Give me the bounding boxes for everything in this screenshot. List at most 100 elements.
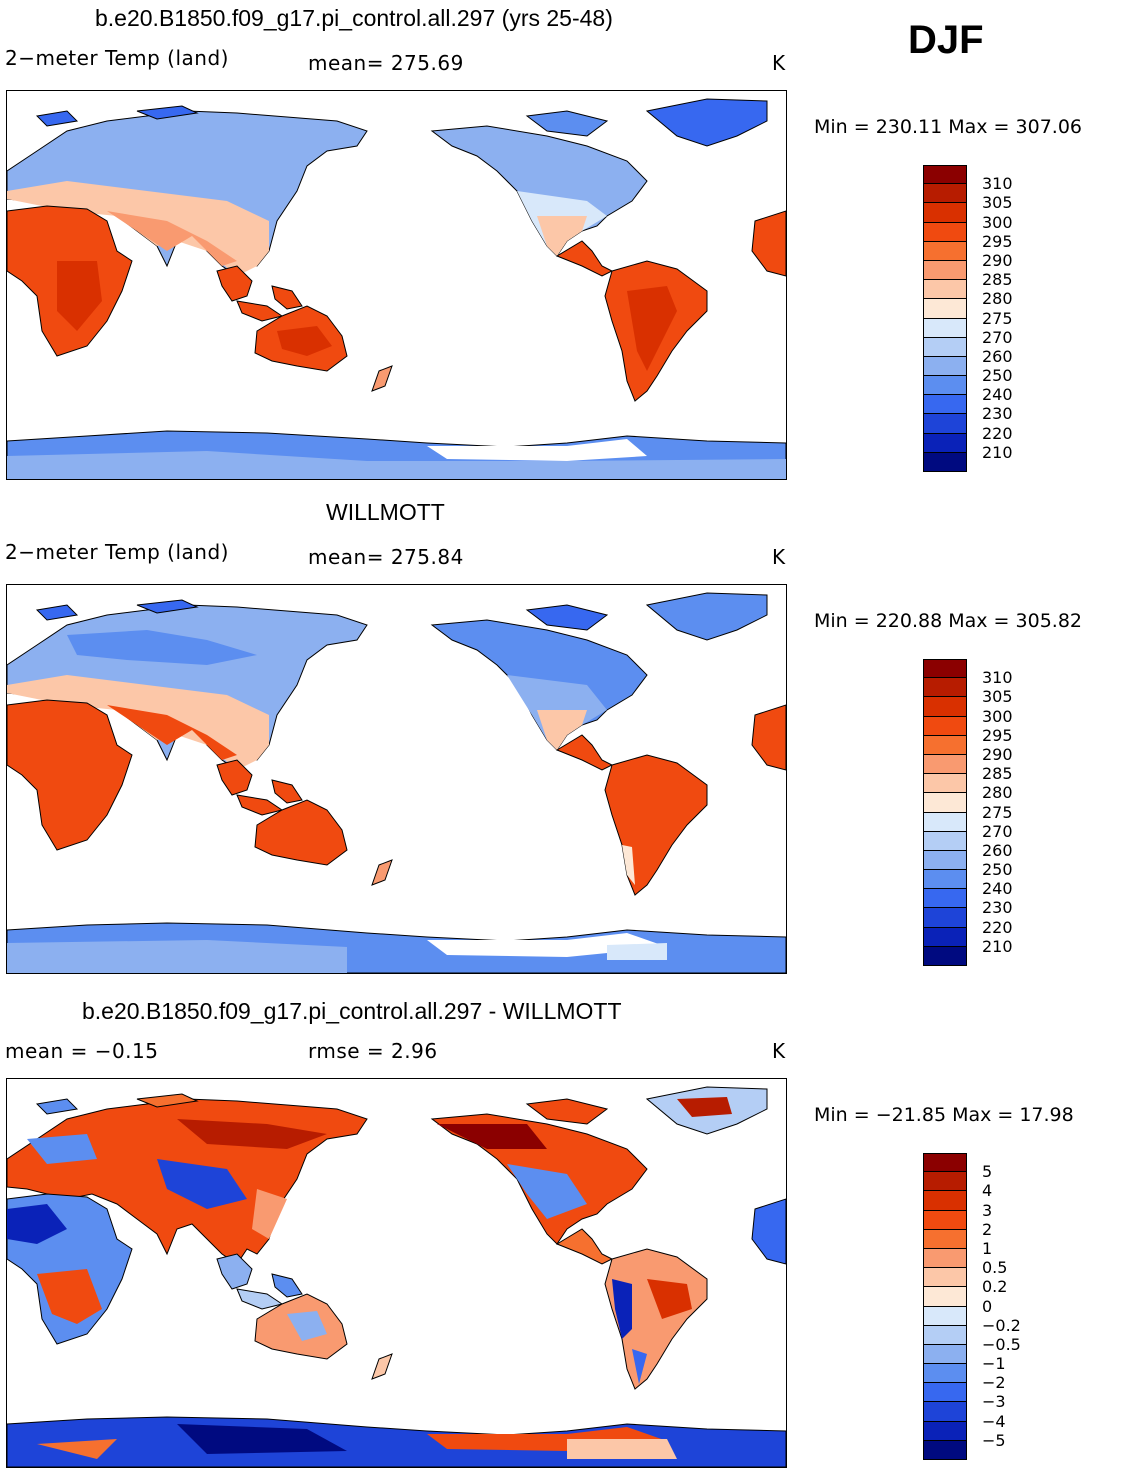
- colorbar-swatch: [923, 1287, 967, 1307]
- panel-1-title: b.e20.B1850.f09_g17.pi_control.all.297 (…: [95, 5, 613, 31]
- colorbar-swatch: [923, 1364, 967, 1384]
- south-america-land: [604, 754, 708, 896]
- colorbar-tick-label: 295: [982, 231, 1013, 251]
- panel-3-title: b.e20.B1850.f09_g17.pi_control.all.297 -…: [82, 998, 622, 1024]
- colorbar-swatch: [923, 850, 967, 871]
- colorbar-tick-label: 275: [982, 802, 1013, 822]
- colorbar-tick-label: 0.2: [982, 1277, 1008, 1297]
- greenland-land: [645, 592, 768, 641]
- antarctica-land: [7, 1416, 786, 1467]
- colorbar-tick-label: 300: [982, 212, 1013, 232]
- colorbar-swatch: [923, 1325, 967, 1345]
- colorbar-tick-label: 210: [982, 442, 1013, 462]
- colorbar-swatch: [923, 1306, 967, 1326]
- colorbar-tick-label: 230: [982, 404, 1013, 424]
- africa-land: [7, 699, 133, 851]
- colorbar-swatch: [923, 1421, 967, 1441]
- colorbar-swatch: [923, 184, 967, 204]
- colorbar-swatch: [923, 1153, 967, 1173]
- colorbar-tick-label: 280: [982, 783, 1013, 803]
- panel-1-unit-label: K: [772, 51, 786, 75]
- colorbar-swatch: [923, 337, 967, 357]
- colorbar-swatch: [923, 754, 967, 775]
- colorbar-tick-label: 290: [982, 250, 1013, 270]
- colorbar-tick-label: 310: [982, 668, 1013, 688]
- panel-3-unit-label: K: [772, 1039, 786, 1063]
- colorbar-tick-label: −4: [982, 1411, 1006, 1431]
- colorbar-swatch: [923, 376, 967, 396]
- panel-3-minmax: Min = −21.85 Max = 17.98: [814, 1104, 1074, 1126]
- colorbar-tick-label: 240: [982, 879, 1013, 899]
- panel-2-title: WILLMOTT: [326, 499, 445, 525]
- panel-3-rmse-label: rmse = 2.96: [308, 1039, 438, 1063]
- colorbar-tick-label: −5: [982, 1430, 1006, 1450]
- colorbar-tick-label: 310: [982, 174, 1013, 194]
- panel-2-mean-label: mean= 275.84: [308, 545, 464, 569]
- north-america-land: [430, 125, 648, 257]
- colorbar-swatch: [923, 356, 967, 377]
- colorbar-frame: [923, 659, 967, 966]
- colorbar-tick-label: 220: [982, 917, 1013, 937]
- colorbar-swatch: [923, 831, 967, 851]
- panel-3-mean-label: mean = −0.15: [5, 1039, 159, 1063]
- colorbar-swatch: [923, 1229, 967, 1249]
- colorbar-tick-label: 300: [982, 706, 1013, 726]
- colorbar-swatch: [923, 793, 967, 813]
- colorbar-swatch: [923, 678, 967, 698]
- colorbar-tick-label: −3: [982, 1392, 1006, 1412]
- colorbar-tick-label: −0.2: [982, 1315, 1021, 1335]
- colorbar-swatch: [923, 735, 967, 755]
- colorbar-tick-label: 285: [982, 270, 1013, 290]
- colorbar-swatch: [923, 908, 967, 928]
- colorbar-swatch: [923, 870, 967, 890]
- colorbar-swatch: [923, 395, 967, 415]
- colorbar-tick-label: 210: [982, 936, 1013, 956]
- colorbar-swatch: [923, 1268, 967, 1288]
- colorbar-frame: [923, 165, 967, 472]
- colorbar-swatch: [923, 1191, 967, 1211]
- colorbar-tick-label: 1: [982, 1238, 993, 1258]
- panel-3-colorbar: [923, 1153, 967, 1460]
- colorbar-tick-label: 295: [982, 725, 1013, 745]
- colorbar-swatch: [923, 203, 967, 223]
- colorbar-swatch: [923, 165, 967, 185]
- colorbar-tick-label: 270: [982, 327, 1013, 347]
- colorbar-swatch: [923, 1172, 967, 1192]
- colorbar-swatch: [923, 299, 967, 319]
- colorbar-swatch: [923, 812, 967, 832]
- colorbar-tick-label: 260: [982, 346, 1013, 366]
- colorbar-swatch: [923, 1344, 967, 1365]
- panel-1-map: [6, 90, 787, 480]
- colorbar-swatch: [923, 774, 967, 794]
- panel-2-colorbar: [923, 659, 967, 966]
- panel-2-unit-label: K: [772, 545, 786, 569]
- panel-2-minmax: Min = 220.88 Max = 305.82: [814, 610, 1082, 632]
- greenland-land: [645, 98, 768, 147]
- colorbar-tick-label: 0.5: [982, 1258, 1008, 1278]
- colorbar-tick-label: 305: [982, 193, 1013, 213]
- colorbar-tick-label: −2: [982, 1373, 1006, 1393]
- colorbar-swatch: [923, 697, 967, 717]
- colorbar-swatch: [923, 222, 967, 242]
- colorbar-tick-label: 240: [982, 385, 1013, 405]
- colorbar-tick-label: 3: [982, 1200, 993, 1220]
- colorbar-tick-label: 270: [982, 821, 1013, 841]
- panel-2-map: [6, 584, 787, 974]
- colorbar-tick-label: 280: [982, 289, 1013, 309]
- colorbar-frame: [923, 1153, 967, 1460]
- panel-2-variable-label: 2−meter Temp (land): [5, 540, 229, 564]
- colorbar-tick-label: 250: [982, 860, 1013, 880]
- colorbar-swatch: [923, 659, 967, 679]
- colorbar-tick-label: 230: [982, 898, 1013, 918]
- colorbar-tick-label: 4: [982, 1181, 993, 1201]
- colorbar-swatch: [923, 889, 967, 909]
- colorbar-tick-label: 2: [982, 1219, 993, 1239]
- colorbar-tick-label: 0: [982, 1296, 993, 1316]
- colorbar-swatch: [923, 1210, 967, 1230]
- colorbar-swatch: [923, 927, 967, 947]
- panel-1-colorbar: [923, 165, 967, 472]
- colorbar-swatch: [923, 280, 967, 300]
- colorbar-swatch: [923, 1402, 967, 1422]
- panel-1-mean-label: mean= 275.69: [308, 51, 464, 75]
- colorbar-swatch: [923, 260, 967, 281]
